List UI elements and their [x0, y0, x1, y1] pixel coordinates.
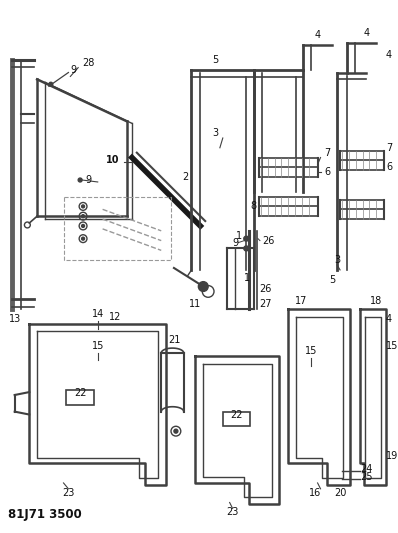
Circle shape: [82, 205, 84, 208]
Text: 12: 12: [109, 312, 121, 322]
Circle shape: [82, 237, 84, 240]
Circle shape: [82, 215, 84, 217]
Text: 3: 3: [212, 128, 218, 138]
Text: 6: 6: [324, 167, 330, 177]
Text: 26: 26: [262, 236, 274, 246]
Text: 11: 11: [189, 299, 201, 309]
Text: 5: 5: [329, 274, 336, 285]
Circle shape: [82, 224, 84, 228]
Text: 15: 15: [92, 341, 104, 351]
Text: 14: 14: [92, 309, 104, 319]
Text: 4: 4: [363, 28, 369, 38]
Text: 20: 20: [334, 488, 346, 498]
Circle shape: [198, 281, 208, 292]
Circle shape: [49, 82, 53, 86]
Text: 8: 8: [250, 201, 256, 212]
Text: 81J71 3500: 81J71 3500: [8, 508, 82, 521]
Text: 23: 23: [62, 488, 74, 498]
Text: 18: 18: [370, 296, 382, 306]
Bar: [66, 390, 94, 405]
Text: 9: 9: [232, 238, 238, 247]
Circle shape: [174, 429, 178, 433]
Text: 15: 15: [304, 346, 317, 356]
Text: 13: 13: [8, 314, 21, 324]
Text: 5: 5: [212, 55, 218, 65]
Circle shape: [78, 178, 82, 182]
Text: 7: 7: [386, 143, 392, 153]
Text: 27: 27: [259, 299, 271, 309]
Circle shape: [244, 236, 249, 241]
Text: 26: 26: [259, 285, 271, 294]
Text: 9: 9: [85, 175, 91, 185]
Text: 22: 22: [74, 388, 86, 398]
Text: 4: 4: [314, 30, 321, 41]
Text: 7: 7: [324, 148, 330, 158]
Text: 1: 1: [244, 273, 250, 282]
Text: 10: 10: [105, 156, 119, 165]
Text: 22: 22: [230, 409, 243, 419]
Text: 19: 19: [386, 450, 398, 461]
Text: 16: 16: [308, 488, 321, 498]
Text: 23: 23: [226, 507, 239, 517]
Text: 1: 1: [236, 231, 242, 241]
Text: 9: 9: [70, 64, 76, 75]
Text: 6: 6: [386, 163, 392, 172]
Text: 15: 15: [386, 341, 398, 351]
Text: 4: 4: [386, 50, 392, 60]
Circle shape: [244, 246, 249, 251]
Text: 25: 25: [360, 472, 373, 482]
Text: 17: 17: [295, 296, 307, 306]
Text: 28: 28: [82, 58, 94, 68]
Text: 2: 2: [183, 172, 189, 182]
Text: 3: 3: [334, 255, 340, 265]
Bar: [223, 411, 250, 426]
Text: 21: 21: [168, 335, 180, 345]
Text: 24: 24: [360, 464, 373, 474]
Text: 4: 4: [386, 314, 392, 324]
